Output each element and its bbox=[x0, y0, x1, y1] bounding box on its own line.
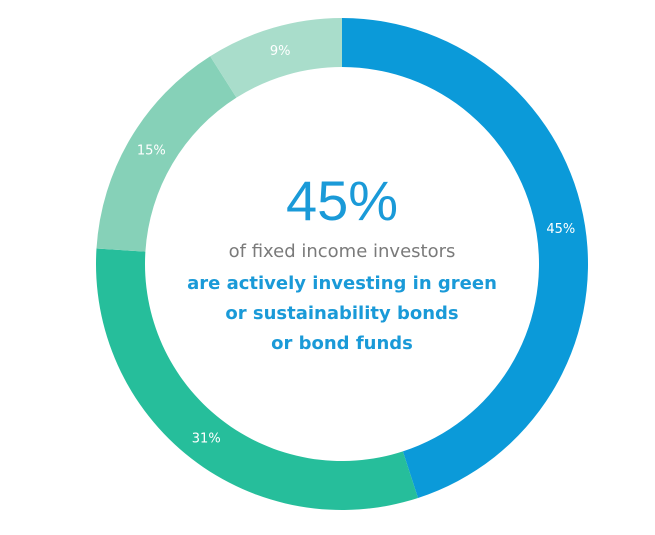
center-highlight: or bond funds bbox=[271, 333, 413, 354]
center-value: 45% bbox=[286, 169, 398, 232]
slice-label: 31% bbox=[192, 432, 221, 447]
slice bbox=[96, 56, 237, 252]
slice bbox=[210, 17, 342, 98]
slice-label: 45% bbox=[546, 222, 575, 237]
center-highlight: or sustainability bonds bbox=[225, 303, 458, 324]
slice-label: 9% bbox=[270, 44, 291, 59]
slice bbox=[342, 18, 588, 498]
center-text: of fixed income investors bbox=[229, 241, 456, 262]
slice-label: 15% bbox=[137, 144, 166, 159]
center-highlight: are actively investing in green bbox=[187, 273, 497, 294]
donut bbox=[95, 17, 588, 510]
slice bbox=[95, 248, 419, 510]
